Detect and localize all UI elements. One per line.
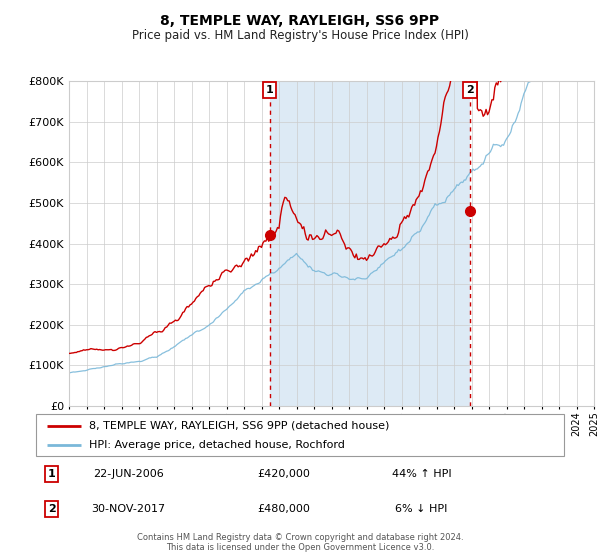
Bar [270, 81, 470, 406]
Text: Contains HM Land Registry data © Crown copyright and database right 2024.: Contains HM Land Registry data © Crown c… [137, 533, 463, 542]
Text: Price paid vs. HM Land Registry's House Price Index (HPI): Price paid vs. HM Land Registry's House … [131, 29, 469, 42]
Text: 8, TEMPLE WAY, RAYLEIGH, SS6 9PP (detached house): 8, TEMPLE WAY, RAYLEIGH, SS6 9PP (detach… [89, 421, 389, 431]
Text: HPI: Average price, detached house, Rochford: HPI: Average price, detached house, Roch… [89, 440, 344, 450]
Text: £480,000: £480,000 [258, 504, 311, 514]
Text: This data is licensed under the Open Government Licence v3.0.: This data is licensed under the Open Gov… [166, 543, 434, 552]
Text: 2: 2 [466, 85, 474, 95]
FancyBboxPatch shape [36, 414, 564, 456]
Text: 44% ↑ HPI: 44% ↑ HPI [392, 469, 451, 479]
Text: 8, TEMPLE WAY, RAYLEIGH, SS6 9PP: 8, TEMPLE WAY, RAYLEIGH, SS6 9PP [160, 14, 440, 28]
Text: 2: 2 [48, 504, 56, 514]
Text: 30-NOV-2017: 30-NOV-2017 [91, 504, 166, 514]
Text: 22-JUN-2006: 22-JUN-2006 [93, 469, 164, 479]
Text: 1: 1 [266, 85, 274, 95]
Text: 1: 1 [48, 469, 56, 479]
Text: £420,000: £420,000 [258, 469, 311, 479]
Text: 6% ↓ HPI: 6% ↓ HPI [395, 504, 448, 514]
